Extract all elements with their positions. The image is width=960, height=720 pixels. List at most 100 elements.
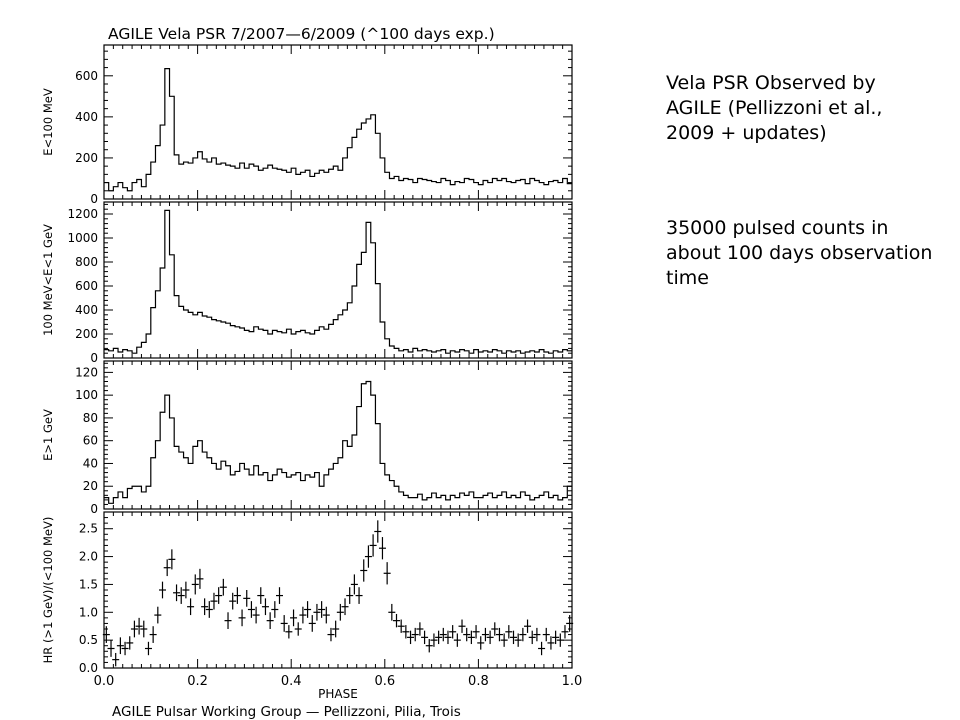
data-point (135, 617, 143, 635)
data-point (542, 627, 550, 642)
x-tick-label: 0.4 (281, 674, 302, 689)
data-point (350, 574, 358, 595)
x-tick-label: 0.8 (468, 674, 489, 689)
data-point (304, 601, 312, 618)
data-point (116, 637, 124, 655)
data-point (566, 615, 574, 632)
data-point (215, 587, 223, 604)
data-point (486, 630, 494, 645)
y-tick-label: 600 (75, 69, 98, 83)
y-tick-label: 0.5 (79, 633, 98, 647)
data-point (140, 620, 148, 638)
data-point (219, 578, 227, 596)
data-point (229, 592, 237, 610)
data-point (112, 652, 120, 667)
data-point (505, 625, 513, 639)
data-point (519, 627, 527, 642)
data-point (177, 587, 185, 604)
data-point (538, 641, 546, 656)
data-point (556, 633, 564, 647)
data-point (182, 581, 190, 599)
data-point (481, 627, 489, 642)
y-tick-label: 200 (75, 151, 98, 165)
data-point (144, 641, 152, 656)
data-point (449, 625, 457, 639)
data-point (107, 640, 115, 657)
y-tick-label: 1000 (67, 231, 98, 245)
y-tick-label: 2.5 (79, 522, 98, 536)
data-point (266, 612, 274, 629)
data-point (388, 603, 396, 621)
y-tick-label: 200 (75, 327, 98, 341)
data-point (524, 619, 532, 633)
data-point (407, 630, 415, 645)
data-point (383, 562, 391, 585)
data-point (528, 630, 536, 645)
data-point (393, 613, 400, 628)
x-tick-label: 0.2 (187, 674, 208, 689)
data-point (210, 592, 218, 610)
data-point (495, 627, 503, 642)
x-tick-label: 1.0 (562, 674, 583, 689)
data-point (547, 636, 555, 650)
x-tick-label: 0.6 (374, 674, 395, 689)
data-point (341, 598, 349, 616)
data-point (467, 630, 475, 645)
note-pulsed-counts: 35000 pulsed counts in about 100 days ob… (666, 217, 933, 289)
data-point (411, 627, 419, 642)
data-point (458, 619, 466, 633)
data-point (552, 630, 560, 645)
data-point (364, 545, 372, 568)
data-point (187, 598, 195, 616)
data-point (435, 630, 443, 645)
data-point (416, 622, 424, 636)
data-point (261, 598, 269, 616)
y-tick-label: 400 (75, 110, 98, 124)
data-point (205, 601, 213, 618)
y-tick-label: 0 (90, 192, 98, 206)
y-axis-label: E>1 GeV (41, 409, 55, 461)
data-point (173, 584, 181, 602)
y-tick-label: 1.0 (79, 605, 98, 619)
y-tick-label: 0.0 (79, 661, 98, 675)
series-histogram (104, 68, 572, 192)
data-point (360, 559, 368, 582)
chart-title: AGILE Vela PSR 7/2007—6/2009 (^100 days … (108, 25, 495, 43)
y-axis-label: HR (>1 GeV)/(<100 MeV) (41, 517, 55, 664)
x-tick-label: 0.0 (94, 674, 115, 689)
y-tick-label: 800 (75, 255, 98, 269)
data-point (121, 641, 129, 656)
data-point (102, 626, 110, 643)
data-point (233, 587, 241, 604)
data-point (444, 630, 452, 645)
data-point (397, 619, 405, 633)
data-point (271, 601, 279, 618)
data-point (369, 534, 377, 557)
data-point (374, 520, 382, 543)
y-tick-label: 600 (75, 279, 98, 293)
y-tick-label: 80 (83, 411, 98, 425)
data-point (159, 581, 166, 599)
data-point (500, 633, 508, 647)
data-point (149, 626, 157, 643)
y-tick-label: 1200 (67, 207, 98, 221)
data-point (168, 549, 176, 570)
data-point (561, 625, 569, 639)
data-point (126, 636, 134, 650)
data-point (196, 568, 204, 589)
y-tick-label: 40 (83, 456, 98, 470)
data-point (154, 606, 162, 624)
data-point (313, 603, 321, 621)
data-point (472, 625, 480, 639)
data-point (247, 601, 255, 618)
data-point (285, 625, 293, 639)
panel-1: 0 200 400 600 E<100 MeV (41, 44, 573, 206)
data-point (243, 590, 251, 607)
data-point (322, 606, 330, 624)
data-point (510, 630, 517, 645)
data-point (355, 587, 363, 604)
data-point (238, 609, 246, 627)
data-point (318, 601, 326, 618)
